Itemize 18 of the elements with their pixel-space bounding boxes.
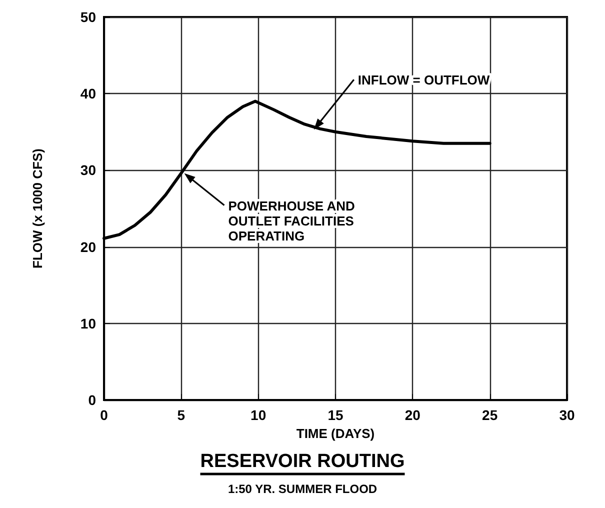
x-tick-label: 30 bbox=[559, 407, 575, 423]
text: RESERVOIR ROUTING bbox=[200, 451, 405, 472]
x-tick-label: 0 bbox=[100, 407, 108, 423]
x-tick-label: 15 bbox=[328, 407, 344, 423]
x-axis-title: TIME (DAYS) bbox=[296, 426, 375, 441]
y-tick-label: 50 bbox=[80, 9, 96, 25]
text: 1:50 YR. SUMMER FLOOD bbox=[228, 482, 378, 496]
y-axis-title: FLOW (x 1000 CFS) bbox=[30, 148, 45, 268]
annotation: INFLOW = OUTFLOW bbox=[358, 72, 490, 88]
y-tick-label: 10 bbox=[80, 315, 96, 332]
x-tick-label: 5 bbox=[177, 407, 186, 423]
x-tick-label: 20 bbox=[404, 407, 421, 423]
y-tick-label: 30 bbox=[80, 162, 96, 178]
y-tick-label: 20 bbox=[80, 238, 96, 255]
x-tick-label: 10 bbox=[250, 407, 266, 423]
y-tick-label: 40 bbox=[80, 86, 96, 102]
x-tick-label: 25 bbox=[482, 407, 498, 423]
y-tick-label: 0 bbox=[88, 392, 96, 408]
